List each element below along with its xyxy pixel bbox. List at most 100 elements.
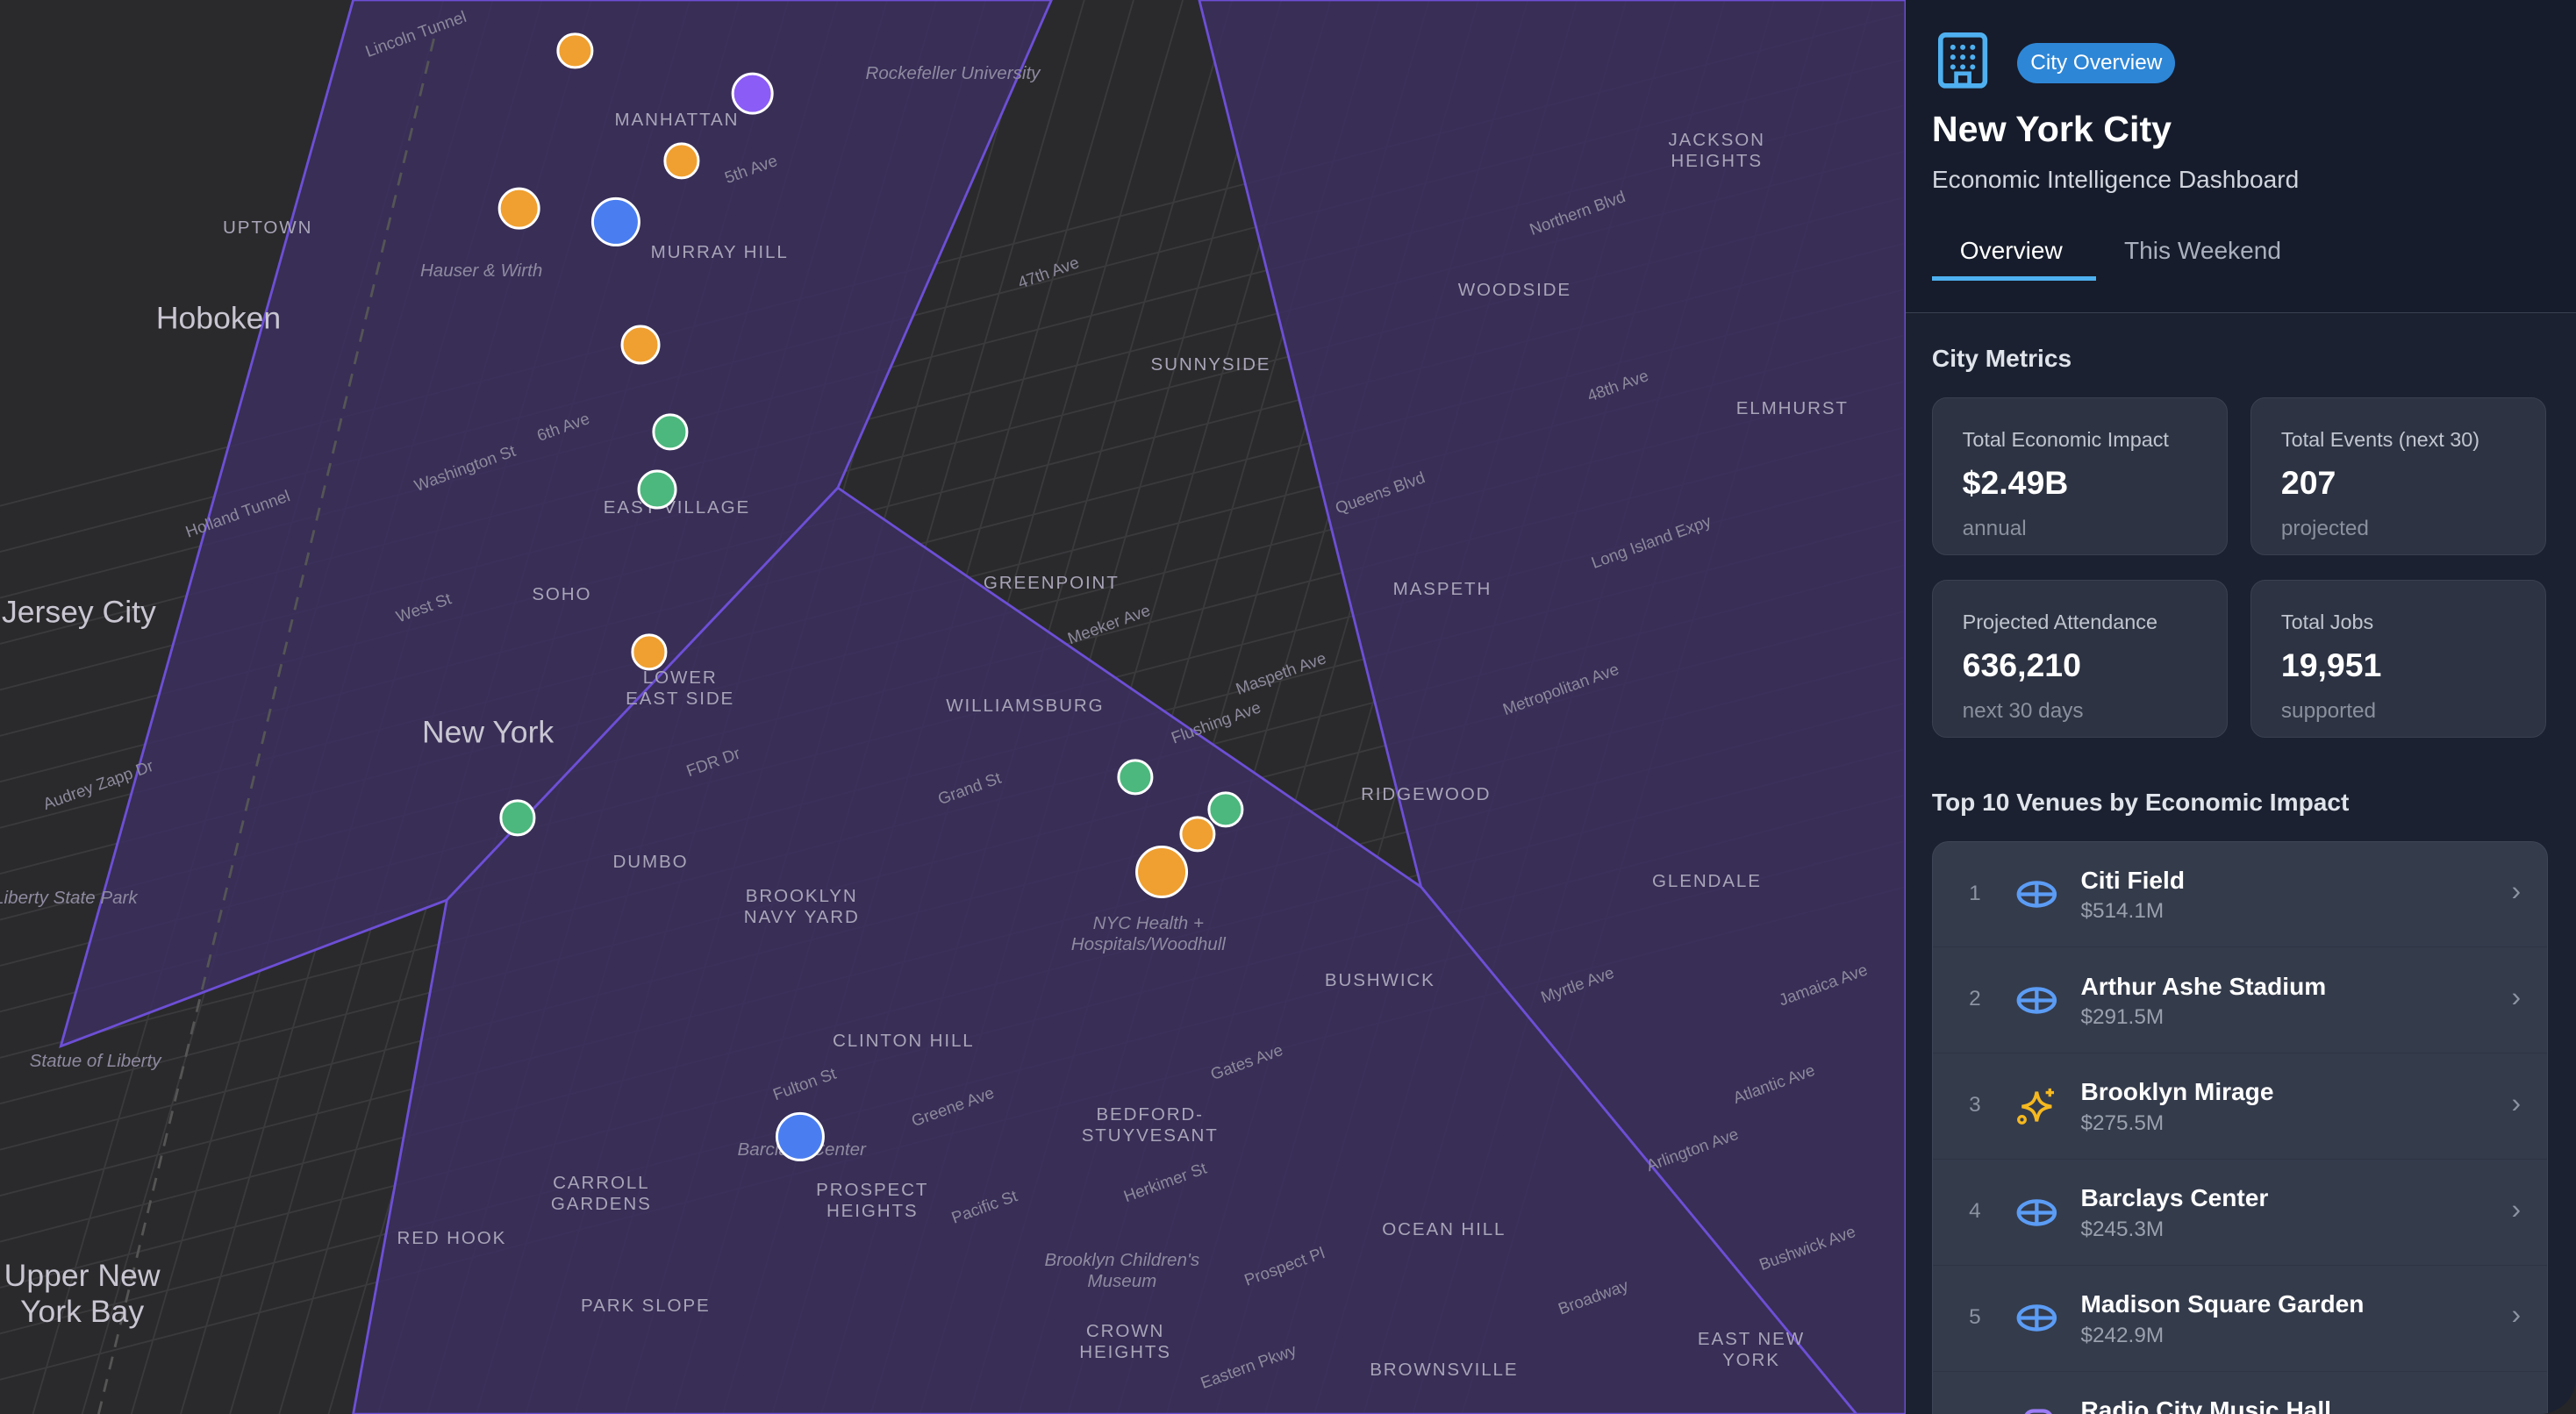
metric-label: Projected Attendance [1962, 610, 2157, 633]
metric-label: Total Events (next 30) [2280, 427, 2480, 451]
map-label: RIDGEWOOD [1361, 784, 1492, 805]
venue-marker-culture[interactable] [652, 413, 689, 451]
map-label: BROWNSVILLE [1370, 1359, 1519, 1380]
map[interactable]: MANHATTAN MURRAY HILL UPTOWN Hoboken Jersey … [0, 0, 1906, 1414]
venue-marker-culture[interactable] [637, 469, 677, 510]
venue-row[interactable]: 6 Radio City Music Hall › [1933, 1372, 2547, 1414]
metric-value: $2.49B [1962, 464, 2069, 501]
map-label: CROWN HEIGHTS [1079, 1320, 1171, 1362]
map-label: Rockefeller University [865, 63, 1041, 84]
venue-name: Citi Field [2080, 866, 2185, 894]
metric-value: 207 [2280, 464, 2336, 501]
chevron-right-icon[interactable]: › [2512, 1404, 2522, 1414]
venue-row[interactable]: 3 Brooklyn Mirage $275.5M › [1932, 1053, 2548, 1160]
map-label: MURRAY HILL [650, 242, 789, 263]
venue-marker-music[interactable] [1134, 846, 1188, 899]
map-label: Statue of Liberty [29, 1050, 161, 1071]
sparkles-icon [2015, 1087, 2058, 1126]
map-label: OCEAN HILL [1382, 1219, 1506, 1240]
venue-rank: 6 [1969, 1411, 1981, 1414]
map-label: Hoboken [155, 300, 282, 336]
page-title: New York City [1931, 108, 2172, 149]
map-label: WOODSIDE [1457, 280, 1571, 301]
venue-marker-music[interactable] [497, 187, 541, 231]
map-label: MASPETH [1392, 579, 1492, 600]
venue-marker-music[interactable] [556, 32, 593, 69]
venue-marker-theater[interactable] [731, 72, 774, 116]
map-label: Brooklyn Children's Museum [1044, 1250, 1200, 1292]
venue-row[interactable]: 5 Madison Square Garden $242.9M › [1932, 1266, 2548, 1372]
map-label: Jersey City [1, 594, 156, 630]
tab-this-weekend[interactable]: This Weekend [2123, 236, 2281, 264]
venue-marker-music[interactable] [620, 325, 661, 365]
map-label: BROOKLYN NAVY YARD [743, 885, 860, 927]
map-label: SUNNYSIDE [1150, 354, 1271, 375]
chevron-right-icon[interactable]: › [2511, 1298, 2522, 1331]
chevron-right-icon[interactable]: › [2511, 1086, 2522, 1118]
venue-rank: 4 [1969, 1199, 1981, 1224]
map-label: EAST NEW YORK [1697, 1329, 1806, 1371]
venue-marker-culture[interactable] [499, 799, 536, 837]
stadium-icon [2015, 1298, 2058, 1338]
venue-marker-culture[interactable] [1117, 759, 1154, 796]
venue-rank: 1 [1969, 881, 1981, 905]
venue-rank: 3 [1969, 1093, 1981, 1118]
venue-marker-arena[interactable] [775, 1111, 825, 1161]
building-icon [1938, 32, 1988, 89]
map-label: LOWER EAST SIDE [626, 667, 735, 709]
venue-impact: $275.5M [2080, 1110, 2165, 1135]
stadium-icon [2015, 981, 2058, 1020]
city-metrics-heading: City Metrics [1931, 345, 2072, 373]
city-overview-badge: City Overview [2017, 42, 2176, 84]
map-label: EAST VILLAGE [603, 496, 751, 518]
map-label: ELMHURST [1735, 398, 1849, 419]
venue-row[interactable]: 4 Barclays Center $245.3M › [1932, 1160, 2548, 1266]
map-label: Upper New York Bay [4, 1258, 161, 1330]
venue-marker-arena[interactable] [591, 196, 641, 246]
metric-value: 19,951 [2280, 646, 2382, 683]
map-label: CARROLL GARDENS [550, 1173, 652, 1215]
page-subtitle: Economic Intelligence Dashboard [1931, 166, 2300, 194]
venue-marker-music[interactable] [663, 142, 700, 180]
map-label: PARK SLOPE [581, 1295, 711, 1316]
queens-region[interactable] [1198, 0, 1906, 1414]
map-label: Liberty State Park [0, 888, 138, 909]
map-label: GLENDALE [1652, 871, 1762, 892]
map-label: BUSHWICK [1324, 969, 1435, 990]
metric-label: Total Economic Impact [1962, 427, 2169, 451]
map-label: JACKSON HEIGHTS [1668, 130, 1765, 172]
chevron-right-icon[interactable]: › [2511, 1192, 2522, 1225]
map-label: UPTOWN [223, 218, 313, 239]
stadium-icon [2015, 875, 2058, 914]
venue-list: 1 Citi Field $514.1M › 2 Arthur Ashe Stadium $… [1931, 840, 2549, 1414]
map-label: DUMBO [612, 852, 689, 872]
map-label: CLINTON HILL [833, 1031, 975, 1052]
metric-note: supported [2280, 698, 2377, 723]
venue-row[interactable]: 1 Citi Field $514.1M › [1932, 842, 2548, 948]
metric-card-attendance: Projected Attendance 636,210 next 30 day… [1931, 579, 2228, 738]
venue-marker-music[interactable] [631, 633, 668, 670]
venue-name: Brooklyn Mirage [2080, 1078, 2274, 1106]
venue-impact: $242.9M [2080, 1323, 2165, 1347]
metric-card-economic-impact: Total Economic Impact $2.49B annual [1931, 397, 2228, 555]
metric-note: annual [1962, 516, 2027, 540]
venue-name: Radio City Music Hall [2080, 1396, 2331, 1414]
venue-marker-culture[interactable] [1207, 791, 1244, 828]
tab-overview[interactable]: Overview [1959, 236, 2063, 264]
metric-card-total-jobs: Total Jobs 19,951 supported [2250, 579, 2547, 738]
venue-marker-music[interactable] [1179, 816, 1216, 853]
venue-name: Madison Square Garden [2080, 1290, 2365, 1318]
map-base [0, 0, 1906, 1414]
map-label: RED HOOK [397, 1227, 507, 1248]
chevron-right-icon[interactable]: › [2511, 875, 2522, 907]
map-label: New York [421, 714, 555, 750]
venue-name: Arthur Ashe Stadium [2080, 972, 2327, 1000]
map-label: BEDFORD- STUYVESANT [1081, 1103, 1219, 1146]
sidebar: City Overview New York City Economic Int… [1905, 0, 2576, 1414]
stadium-icon [2015, 1193, 2058, 1232]
chevron-right-icon[interactable]: › [2511, 980, 2522, 1012]
venue-name: Barclays Center [2080, 1184, 2269, 1212]
venue-row[interactable]: 2 Arthur Ashe Stadium $291.5M › [1932, 947, 2548, 1054]
metric-note: next 30 days [1962, 698, 2084, 723]
venue-impact: $514.1M [2080, 899, 2165, 924]
